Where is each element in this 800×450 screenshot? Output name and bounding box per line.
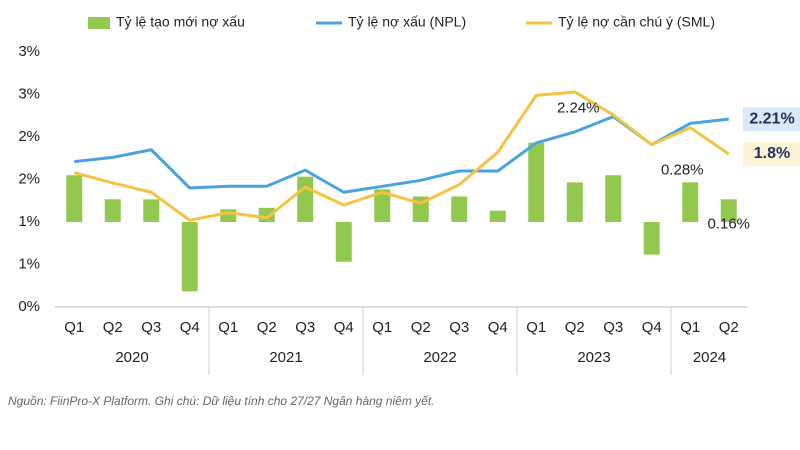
bar [566, 182, 583, 222]
x-tick-label: Q1 [218, 319, 238, 336]
y-tick-label: 0% [18, 298, 40, 315]
data-label: 0.16% [707, 215, 750, 232]
bar [143, 199, 160, 222]
x-tick-label: Q2 [411, 319, 431, 336]
x-tick-label: Q3 [295, 319, 315, 336]
y-tick-label: 3% [18, 43, 40, 60]
x-tick-label: Q1 [680, 319, 700, 336]
x-tick-label: Q3 [603, 319, 623, 336]
x-tick-label: Q3 [449, 319, 469, 336]
bar [335, 222, 352, 262]
label-box [743, 107, 800, 132]
bar [643, 222, 660, 255]
line [73, 90, 730, 222]
y-tick-label: 2% [18, 128, 40, 145]
end-label: 2.21% [749, 110, 794, 127]
x-tick-label: Q4 [180, 319, 200, 336]
y-tick-label: 2% [18, 170, 40, 187]
bar [374, 189, 391, 222]
bar [104, 199, 121, 222]
year-label: 2021 [269, 349, 302, 366]
x-tick-label: Q4 [488, 319, 508, 336]
bar [605, 175, 622, 222]
legend: Tỷ lệ tạo mới nợ xấu Tỷ lệ nợ xấu (NPL) Tỷ… [88, 14, 715, 30]
legend-label: Tỷ lệ nợ cần chú ý (SML) [558, 14, 715, 30]
bar [297, 176, 314, 222]
bar [682, 182, 699, 222]
data-label: 0.28% [661, 161, 704, 178]
year-label: 2023 [577, 349, 610, 366]
x-tick-label: Q2 [257, 319, 277, 336]
bar [181, 222, 198, 292]
bar [66, 175, 83, 222]
legend-label: Tỷ lệ tạo mới nợ xấu [116, 14, 245, 30]
x-tick-label: Q2 [719, 319, 739, 336]
bar [528, 142, 545, 222]
legend-swatch [88, 17, 110, 29]
x-tick-label: Q3 [141, 319, 161, 336]
end-label: 1.8% [754, 145, 790, 162]
year-label: 2022 [423, 349, 456, 366]
x-tick-label: Q1 [526, 319, 546, 336]
data-label: 2.24% [557, 100, 600, 117]
bar [720, 199, 737, 222]
x-tick-label: Q2 [565, 319, 585, 336]
legend-label: Tỷ lệ nợ xấu (NPL) [348, 14, 466, 30]
x-tick-label: Q1 [64, 319, 84, 336]
x-tick-label: Q1 [372, 319, 392, 336]
source-note: Nguồn: FiinPro-X Platform. Ghi chú: Dữ l… [8, 394, 435, 408]
x-tick-label: Q2 [103, 319, 123, 336]
bar [489, 210, 506, 222]
y-tick-label: 1% [18, 213, 40, 230]
x-tick-label: Q4 [642, 319, 662, 336]
x-tick-label: Q4 [334, 319, 354, 336]
y-tick-label: 3% [18, 85, 40, 102]
year-label: 2020 [115, 349, 148, 366]
bar [451, 196, 468, 222]
year-label: 2024 [693, 349, 726, 366]
y-tick-label: 1% [18, 255, 40, 272]
label-box [743, 142, 800, 166]
